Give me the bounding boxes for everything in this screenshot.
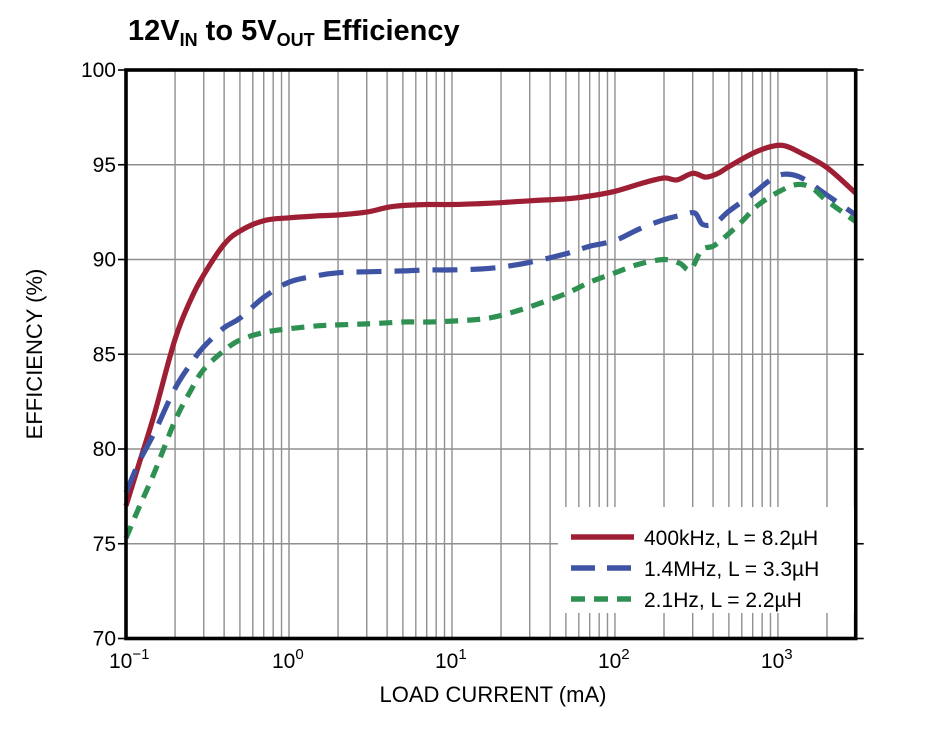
y-axis-label: EFFICIENCY (%) [22, 269, 47, 440]
y-tick-label: 90 [93, 249, 116, 272]
chart-title: 12VIN to 5VOUT Efficiency [128, 15, 460, 50]
x-tick-label: 102 [598, 646, 630, 673]
legend-item-1: 400kHz, L = 8.2µH [571, 527, 818, 550]
title-subscript-out: OUT [277, 30, 315, 50]
legend-label: 1.4MHz, L = 3.3µH [644, 558, 819, 581]
legend-background [558, 507, 854, 613]
series-curve-3 [123, 181, 858, 540]
x-tick-label: 101 [435, 646, 467, 673]
y-axis-tick-labels: 70 75 80 85 90 95 100 [81, 59, 116, 651]
plot-frame [124, 68, 858, 641]
title-prefix: 12V [128, 15, 180, 47]
y-tick-label: 85 [93, 343, 116, 366]
series-curve-1 [123, 142, 858, 507]
x-tick-label: 103 [761, 646, 793, 673]
series-curve-2 [123, 171, 858, 494]
y-tick-label: 95 [93, 154, 116, 177]
y-tick-label: 80 [93, 438, 116, 461]
y-tick-label: 70 [93, 628, 116, 651]
x-tick-label: 100 [272, 646, 304, 673]
x-axis-tick-labels: 10−1 100 101 102 103 [109, 646, 793, 673]
legend: 400kHz, L = 8.2µH 1.4MHz, L = 3.3µH 2.1Hz,… [558, 507, 854, 613]
legend-label: 400kHz, L = 8.2µH [644, 527, 818, 550]
legend-item-3: 2.1Hz, L = 2.2µH [571, 589, 802, 612]
title-subscript-in: IN [180, 30, 198, 50]
x-axis-label: LOAD CURRENT (mA) [380, 682, 607, 707]
y-tick-label: 75 [93, 533, 116, 556]
x-tick-label: 10−1 [109, 646, 149, 673]
y-tick-label: 100 [81, 59, 116, 82]
legend-item-2: 1.4MHz, L = 3.3µH [571, 558, 819, 581]
data-curves [123, 142, 858, 540]
title-middle: to 5V [198, 15, 278, 47]
legend-label: 2.1Hz, L = 2.2µH [644, 589, 802, 612]
title-suffix: Efficiency [315, 15, 460, 47]
